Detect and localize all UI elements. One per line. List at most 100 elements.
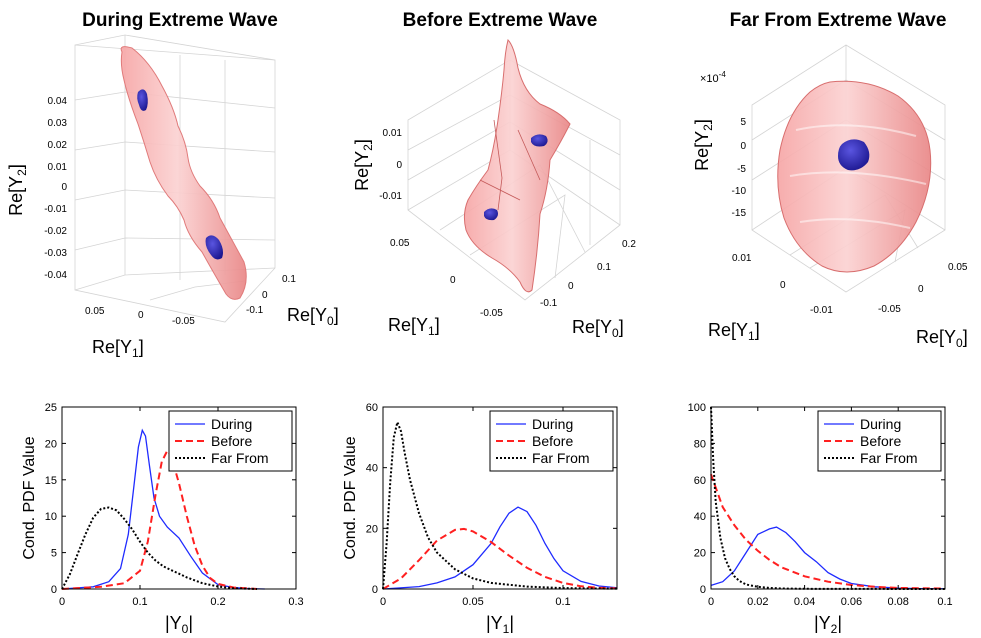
surface-panel-during: During Extreme Wave 0.04 0.03 0.02 0.01 …: [6, 10, 339, 360]
legend-label: Before: [211, 433, 252, 449]
legend-label: Far From: [860, 450, 918, 466]
svg-text:-10: -10: [732, 186, 747, 197]
svg-text:0: 0: [396, 160, 402, 171]
svg-text:-0.04: -0.04: [44, 270, 67, 281]
y-tick-label: 100: [688, 402, 706, 414]
svg-text:-0.05: -0.05: [480, 308, 503, 319]
series-line-during: [710, 526, 946, 590]
surface-panel-far: Far From Extreme Wave ×10-4 5 0 -5 -10 -…: [692, 10, 968, 350]
svg-text:0: 0: [780, 280, 786, 291]
y-tick-label: 25: [45, 402, 57, 414]
legend-label: Before: [532, 433, 573, 449]
series-line-far-from: [61, 506, 258, 590]
y-tick-label: 80: [694, 438, 706, 450]
y-axis-label: Cond. PDF Value: [342, 436, 359, 559]
x-label-during: Re[Y0]: [287, 305, 339, 328]
plot-area-frame: [382, 406, 618, 590]
panel-title-before: Before Extreme Wave: [403, 10, 598, 31]
y-tick-label: 60: [694, 475, 706, 487]
series-line-during: [382, 506, 618, 590]
y-axis-label: Cond. PDF Value: [21, 436, 38, 559]
exponent-label-far: ×10-4: [700, 70, 726, 85]
x-tick-label: 0.02: [747, 596, 768, 608]
svg-text:0.05: 0.05: [390, 238, 410, 249]
svg-text:0.04: 0.04: [48, 96, 68, 107]
svg-text:0: 0: [568, 281, 574, 292]
legend-label: Far From: [532, 450, 590, 466]
series-line-far-from: [382, 418, 618, 590]
svg-text:-0.05: -0.05: [172, 316, 195, 327]
x-tick-label: 0.1: [132, 596, 147, 608]
surface-ridges-before: [479, 119, 541, 211]
inner-isosurface-during-upper: [137, 89, 148, 111]
svg-text:0: 0: [138, 310, 144, 321]
legend-label: During: [211, 416, 252, 432]
y-ticks-during: 0.05 0 -0.05: [85, 306, 195, 327]
svg-text:0: 0: [740, 141, 746, 152]
svg-text:-0.05: -0.05: [878, 304, 901, 315]
panel-title-during: During Extreme Wave: [82, 10, 278, 31]
y-label-during: Re[Y1]: [92, 337, 144, 360]
z-ticks-far: 5 0 -5 -10 -15: [732, 117, 747, 219]
svg-text:0.03: 0.03: [48, 118, 68, 129]
svg-text:0: 0: [450, 275, 456, 286]
series-line-during: [61, 428, 265, 590]
panel-title-far: Far From Extreme Wave: [730, 10, 947, 31]
x-ticks-during: 0.1 0 -0.1: [246, 274, 296, 316]
svg-text:0.2: 0.2: [622, 239, 636, 250]
y-label-before: Re[Y1]: [388, 315, 440, 338]
svg-text:0: 0: [262, 290, 268, 301]
pdf-chart-y2: 0 0.02 0.04 0.06 0.08 0.1 0 20 40 60 80 100 |Y2| Duri…: [688, 402, 953, 636]
svg-text:0.05: 0.05: [948, 262, 968, 273]
x-ticks-far: 0.05 0 -0.05: [878, 262, 968, 315]
svg-text:-0.01: -0.01: [44, 204, 67, 215]
svg-text:-15: -15: [732, 208, 747, 219]
x-axis-label: |Y0|: [165, 613, 193, 636]
outer-isosurface-before: [463, 39, 571, 293]
svg-text:0: 0: [61, 182, 67, 193]
x-tick-label: 0.05: [462, 596, 483, 608]
pdf-chart-y1: 0 0.05 0.1 0 20 40 60 |Y1| Cond. PDF Value During…: [342, 402, 618, 636]
legend-label: During: [860, 416, 901, 432]
series-line-before: [710, 473, 946, 590]
svg-text:0.01: 0.01: [383, 128, 403, 139]
x-tick-label: 0.2: [210, 596, 225, 608]
y-tick-label: 40: [366, 463, 378, 475]
x-tick-label: 0: [380, 596, 386, 608]
z-ticks-before: 0.01 0 -0.01: [379, 128, 402, 202]
x-axis-label: |Y2|: [814, 613, 842, 636]
y-tick-label: 20: [45, 438, 57, 450]
x-axis-label: |Y1|: [486, 613, 514, 636]
y-tick-label: 40: [694, 511, 706, 523]
y-tick-label: 0: [700, 584, 706, 596]
z-label-during: Re[Y2]: [6, 164, 29, 216]
y-label-far: Re[Y1]: [708, 320, 760, 343]
box-grid-during: [74, 34, 276, 323]
y-tick-label: 15: [45, 475, 57, 487]
z-ticks-during: 0.04 0.03 0.02 0.01 0 -0.01 -0.02 -0.03 …: [44, 96, 67, 281]
y-tick-label: 0: [51, 584, 57, 596]
svg-text:0.01: 0.01: [732, 253, 752, 264]
x-tick-label: 0: [59, 596, 65, 608]
pdf-chart-y0: 0 0.1 0.2 0.3 0 5 10 15 20 25 |Y0| Cond. PDF Value D…: [21, 402, 304, 636]
outer-isosurface-during: [120, 46, 247, 300]
x-tick-label: 0.04: [794, 596, 815, 608]
svg-text:-0.03: -0.03: [44, 248, 67, 259]
svg-text:-0.1: -0.1: [540, 298, 558, 309]
plot-area-frame: [710, 406, 946, 590]
plot-area-frame: [61, 406, 297, 590]
x-tick-label: 0.08: [887, 596, 908, 608]
surface-panel-before: Before Extreme Wave 0.01 0 -0.01 0.2 0.1…: [352, 10, 636, 340]
svg-text:0.1: 0.1: [597, 262, 611, 273]
svg-text:-5: -5: [737, 164, 746, 175]
y-tick-label: 5: [51, 548, 57, 560]
y-tick-label: 0: [372, 584, 378, 596]
svg-text:0.1: 0.1: [282, 274, 296, 285]
z-label-far: Re[Y2]: [692, 119, 715, 171]
svg-text:5: 5: [740, 117, 746, 128]
svg-text:0: 0: [918, 284, 924, 295]
y-tick-label: 20: [694, 548, 706, 560]
legend-label: Before: [860, 433, 901, 449]
